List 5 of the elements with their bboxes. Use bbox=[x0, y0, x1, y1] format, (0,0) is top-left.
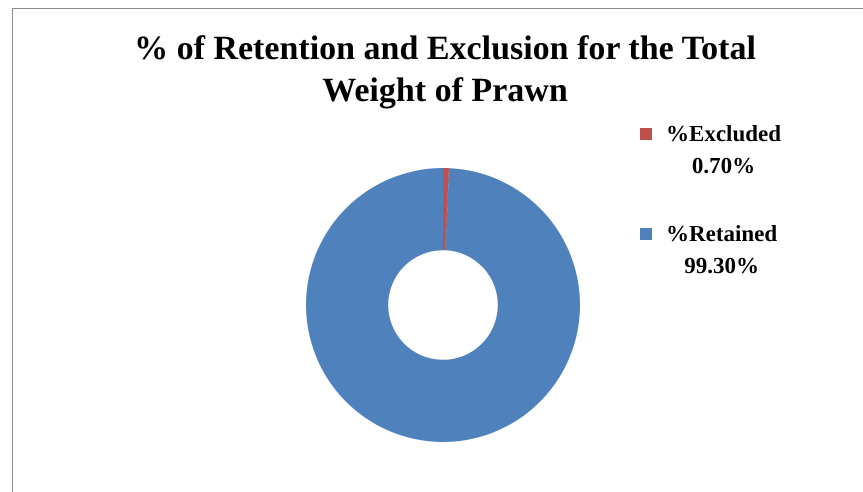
legend-label: %Retained bbox=[666, 220, 778, 248]
chart-title: % of Retention and Exclusion for the Total Weight of Prawn bbox=[133, 29, 757, 111]
data-label: 99.30% bbox=[683, 252, 760, 280]
data-label: 0.70% bbox=[690, 152, 756, 180]
legend-label: %Excluded bbox=[666, 120, 782, 148]
